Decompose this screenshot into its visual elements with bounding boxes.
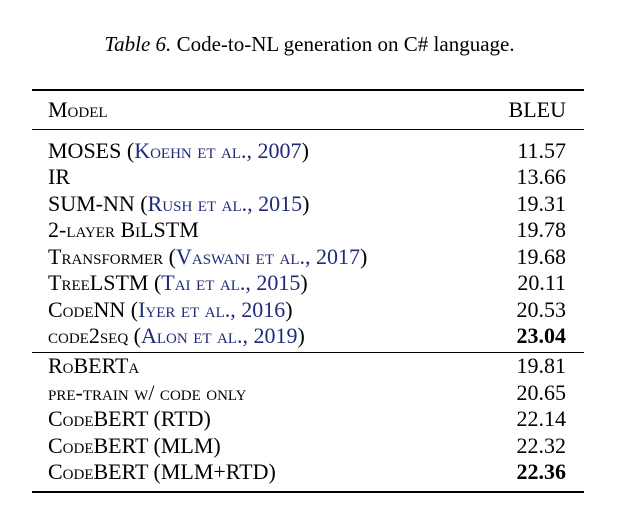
- model-name-cell: IR: [48, 164, 70, 190]
- table-header-rule: [32, 129, 584, 130]
- table-top-rule: [32, 89, 584, 91]
- model-name-cell: TreeLSTM (Tai et al., 2015): [48, 270, 308, 295]
- model-name-cell: CodeBERT (RTD): [48, 406, 211, 432]
- model-name: TreeLSTM: [48, 270, 149, 295]
- bleu-score: 22.32: [516, 433, 567, 458]
- model-name-cell: Transformer (Vaswani et al., 2017): [48, 244, 368, 269]
- model-name-cell: 2-layer BiLSTM: [48, 217, 199, 243]
- model-name: 2-layer BiLSTM: [48, 217, 199, 242]
- model-name: CodeBERT (MLM+RTD): [48, 459, 276, 484]
- bleu-score: 19.68: [516, 244, 567, 269]
- citation-link[interactable]: Tai et al., 2015: [161, 270, 301, 295]
- model-name-cell: SUM-NN (Rush et al., 2015): [48, 191, 310, 216]
- table-row: MOSES (Koehn et al., 2007) 11.57: [48, 138, 566, 164]
- model-name: code2seq: [48, 323, 129, 348]
- model-name-cell: CodeBERT (MLM): [48, 433, 221, 459]
- model-name: pre-train w/ code only: [48, 380, 247, 405]
- model-name-cell: pre-train w/ code only: [48, 380, 246, 406]
- table-row: CodeBERT (MLM+RTD) 22.36: [48, 459, 566, 485]
- bleu-score: 20.11: [517, 270, 566, 295]
- table-caption-label: Table 6.: [104, 32, 172, 56]
- table-row: SUM-NN (Rush et al., 2015) 19.31: [48, 191, 566, 217]
- model-name: Transformer: [48, 244, 164, 269]
- bleu-score: 11.57: [517, 138, 566, 163]
- table-header-row: Model BLEU: [48, 97, 566, 123]
- table-bottom-rule: [32, 491, 584, 493]
- citation-link[interactable]: Alon et al., 2019: [141, 323, 298, 348]
- citation-link[interactable]: Vaswani et al., 2017: [175, 244, 361, 269]
- table-row: IR 13.66: [48, 164, 566, 190]
- model-name-cell: CodeBERT (MLM+RTD): [48, 459, 276, 485]
- bleu-score: 19.81: [516, 353, 567, 378]
- bleu-score: 19.78: [516, 217, 567, 242]
- table-row: TreeLSTM (Tai et al., 2015) 20.11: [48, 270, 566, 296]
- model-name-cell: RoBERTa: [48, 353, 139, 379]
- table-row: RoBERTa 19.81: [48, 353, 566, 379]
- bleu-score: 20.53: [516, 297, 567, 322]
- bleu-score: 19.31: [516, 191, 567, 216]
- header-model: Model: [48, 97, 108, 122]
- citation-link[interactable]: Koehn et al., 2007: [134, 138, 302, 163]
- header-bleu: BLEU: [508, 97, 566, 122]
- model-name-cell: MOSES (Koehn et al., 2007): [48, 138, 309, 163]
- model-name: CodeBERT (MLM): [48, 433, 221, 458]
- table-row: CodeNN (Iyer et al., 2016) 20.53: [48, 297, 566, 323]
- table-row: CodeBERT (RTD) 22.14: [48, 406, 566, 432]
- model-name: RoBERTa: [48, 353, 140, 378]
- model-name: CodeNN: [48, 297, 126, 322]
- bleu-score: 23.04: [516, 323, 567, 348]
- model-name: MOSES: [48, 138, 122, 163]
- bleu-score: 22.36: [516, 459, 567, 484]
- table-row: 2-layer BiLSTM 19.78: [48, 217, 566, 243]
- table-caption-text: Code-to-NL generation on C# language.: [176, 32, 515, 56]
- bleu-score: 13.66: [516, 164, 567, 189]
- citation-link[interactable]: Rush et al., 2015: [147, 191, 303, 216]
- bleu-score: 22.14: [516, 406, 567, 431]
- model-name: SUM-NN: [48, 191, 135, 216]
- citation-link[interactable]: Iyer et al., 2016: [138, 297, 286, 322]
- model-name: CodeBERT (RTD): [48, 406, 211, 431]
- table-row: code2seq (Alon et al., 2019) 23.04: [48, 323, 566, 349]
- model-name-cell: code2seq (Alon et al., 2019): [48, 323, 305, 348]
- bleu-score: 20.65: [516, 380, 567, 405]
- table-group-separator: [32, 352, 584, 353]
- model-name-cell: CodeNN (Iyer et al., 2016): [48, 297, 293, 322]
- model-name: IR: [48, 164, 70, 189]
- table-row: pre-train w/ code only 20.65: [48, 380, 566, 406]
- table-row: CodeBERT (MLM) 22.32: [48, 433, 566, 459]
- table-row: Transformer (Vaswani et al., 2017) 19.68: [48, 244, 566, 270]
- table-caption: Table 6. Code-to-NL generation on C# lan…: [0, 30, 619, 58]
